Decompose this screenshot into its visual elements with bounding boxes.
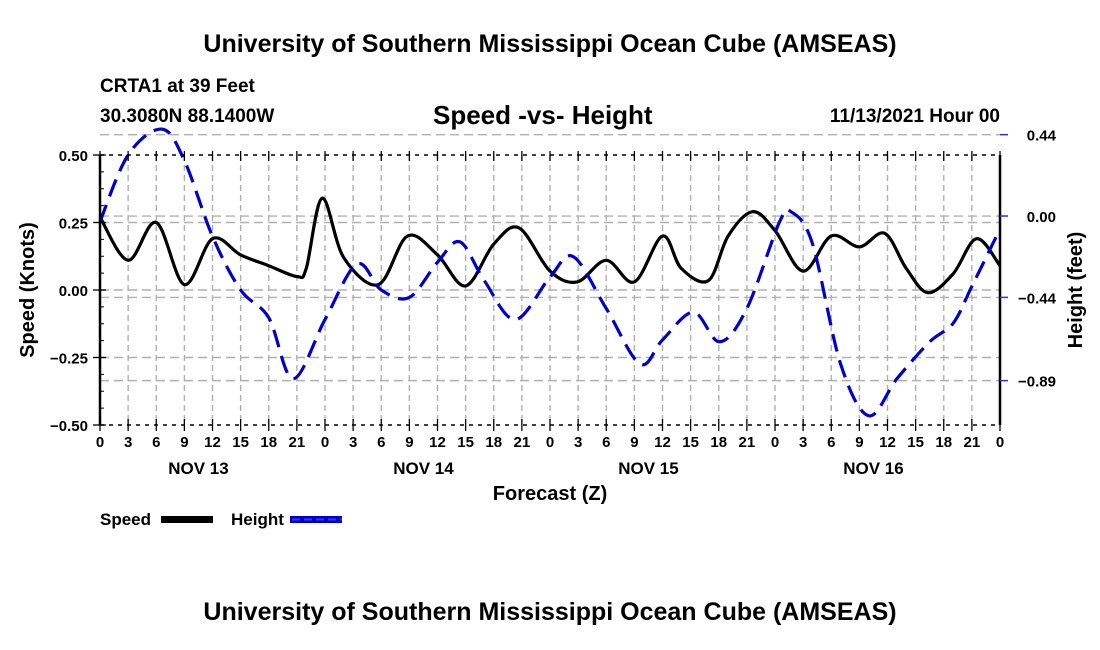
- x-tick-label: 18: [485, 434, 502, 451]
- y2-axis-label: Height (feet): [1065, 232, 1087, 349]
- footer-title: University of Southern Mississippi Ocean…: [203, 598, 897, 626]
- x-tick-label: 0: [321, 434, 329, 451]
- x-tick-label: 3: [574, 434, 582, 451]
- x-tick-label: 21: [964, 434, 981, 451]
- y-tick-label: −0.50: [50, 418, 88, 435]
- y-tick-label: −0.25: [50, 351, 88, 368]
- legend: Speed Height: [100, 510, 342, 529]
- x-tick-label: 15: [682, 434, 699, 451]
- x-tick-label: 12: [429, 434, 446, 451]
- main-title: University of Southern Mississippi Ocean…: [203, 30, 897, 58]
- x-tick-label: 6: [377, 434, 385, 451]
- series-line-height: [98, 127, 1002, 418]
- x-tick-label: 18: [710, 434, 727, 451]
- x-tick-label: 3: [799, 434, 807, 451]
- series-line-speed: [98, 196, 1002, 295]
- day-label: NOV 13: [168, 459, 228, 478]
- x-tick-label: 6: [827, 434, 835, 451]
- y2-tick-label: −0.89: [1018, 374, 1056, 391]
- x-tick-label: 12: [879, 434, 896, 451]
- x-tick-label: 3: [349, 434, 357, 451]
- y2-tick-label: −0.44: [1018, 290, 1057, 307]
- x-tick-label: 3: [124, 434, 132, 451]
- y2-tick-label: 0.44: [1027, 128, 1057, 145]
- series-layer: [98, 127, 1002, 418]
- station-coordinates: 30.3080N 88.1400W: [100, 106, 275, 127]
- axes: 0 3 6 9 12 15 18 21 0 3 6 9 12 15 18 21 0 3 6 9 12 15 18 21 0 3 6 9…: [50, 128, 1057, 478]
- station-label: CRTA1 at 39 Feet: [100, 76, 255, 97]
- forecast-datetime: 11/13/2021 Hour 00: [829, 106, 1000, 127]
- y-axis-label: Speed (Knots): [17, 222, 39, 358]
- x-tick-label: 9: [180, 434, 188, 451]
- x-tick-label: 0: [546, 434, 554, 451]
- x-tick-label: 0: [96, 434, 104, 451]
- y-tick-label: 0.00: [59, 283, 88, 300]
- x-tick-label: 21: [289, 434, 306, 451]
- x-tick-label: 6: [152, 434, 160, 451]
- x-tick-label: 15: [457, 434, 474, 451]
- x-tick-label: 15: [907, 434, 924, 451]
- x-axis-label: Forecast (Z): [493, 483, 607, 505]
- x-tick-label: 18: [935, 434, 952, 451]
- x-tick-label: 9: [855, 434, 863, 451]
- y2-tick-label: 0.00: [1027, 209, 1056, 226]
- day-label: NOV 14: [393, 459, 454, 478]
- legend-speed-label: Speed: [100, 510, 151, 529]
- day-label: NOV 16: [843, 459, 903, 478]
- x-tick-label: 0: [771, 434, 779, 451]
- chart-subtitle: Speed -vs- Height: [433, 100, 653, 130]
- grid: [100, 133, 1000, 425]
- x-tick-label: 15: [232, 434, 249, 451]
- x-tick-label: 9: [405, 434, 413, 451]
- x-tick-label: 12: [654, 434, 671, 451]
- y-tick-label: 0.25: [59, 216, 88, 233]
- x-tick-label: 9: [630, 434, 638, 451]
- legend-speed-swatch: [161, 516, 213, 523]
- legend-height-label: Height: [231, 510, 284, 529]
- x-tick-label: 6: [602, 434, 610, 451]
- x-tick-label: 18: [260, 434, 277, 451]
- x-tick-label: 21: [739, 434, 756, 451]
- x-tick-label: 21: [514, 434, 531, 451]
- day-label: NOV 15: [618, 459, 678, 478]
- x-tick-label: 0: [996, 434, 1004, 451]
- y-tick-label: 0.50: [59, 148, 88, 165]
- x-tick-label: 12: [204, 434, 221, 451]
